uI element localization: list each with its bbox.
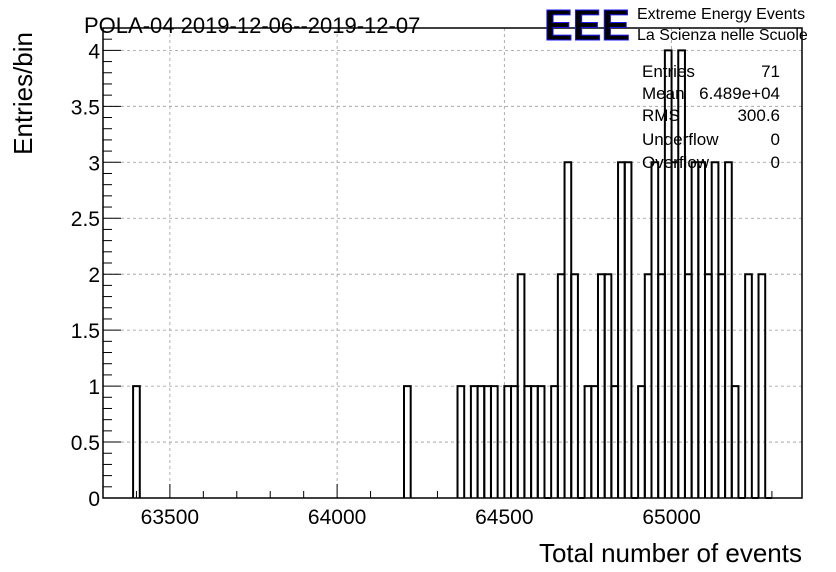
- x-tick-label: 65000: [642, 506, 700, 529]
- y-tick-label: 2: [88, 264, 100, 287]
- plot-frame: [102, 27, 803, 499]
- stats-overflow-label: Overflow: [642, 153, 710, 172]
- histogram-bin: [536, 385, 546, 498]
- x-tick-label: 63500: [141, 506, 199, 529]
- y-tick-label: 1.5: [71, 320, 100, 343]
- y-tick-label: 1: [88, 376, 100, 399]
- y-tick-label: 3: [88, 152, 100, 175]
- chart-title: POLA-04 2019-12-06--2019-12-07: [84, 13, 420, 38]
- y-tick-label: 0: [88, 488, 100, 511]
- histogram-bin: [730, 385, 740, 498]
- eee-logo-line2: La Scienza nelle Scuole: [637, 27, 808, 44]
- x-tick-label: 64500: [475, 506, 533, 529]
- histogram: [132, 49, 772, 499]
- x-tick-label: 64000: [308, 506, 366, 529]
- histogram-bin: [570, 273, 579, 498]
- stats-underflow-label: Underflow: [642, 130, 719, 149]
- stats-entries-value: 71: [761, 62, 780, 81]
- histogram-bin: [132, 385, 141, 498]
- tick-labels: 63500 64000 64500 65000 0 0.5 1 1.5 2 2.5 3 3.5 4: [71, 40, 701, 529]
- stats-entries-label: Entries: [642, 62, 695, 81]
- histogram-bin: [757, 273, 767, 498]
- y-tick-label: 2.5: [71, 208, 100, 231]
- eee-logo: EEE Extreme Energy Events La Scienza nel…: [544, 1, 808, 51]
- y-tick-label: 3.5: [71, 96, 100, 119]
- stats-rms-label: RMS: [642, 106, 680, 125]
- y-tick-label: 0.5: [71, 432, 100, 455]
- histogram-bin: [724, 161, 733, 498]
- histogram-bin: [456, 385, 466, 498]
- stats-rms-value: 300.6: [737, 106, 780, 125]
- grid: [103, 28, 802, 498]
- eee-logo-line1: Extreme Energy Events: [637, 6, 805, 23]
- x-axis-label: Total number of events: [539, 538, 802, 568]
- y-axis-label: Entries/bin: [8, 32, 38, 155]
- eee-logo-mark: EEE: [544, 1, 630, 50]
- stats-overflow-value: 0: [771, 153, 780, 172]
- histogram-bin: [744, 273, 753, 498]
- y-tick-label: 4: [88, 40, 100, 63]
- stats-underflow-value: 0: [771, 130, 780, 149]
- stats-box: Entries 71 Mean 6.489e+04 RMS 300.6 Unde…: [642, 62, 780, 172]
- axis-ticks: [102, 27, 773, 499]
- stats-mean-label: Mean: [642, 84, 685, 103]
- histogram-bin: [403, 385, 412, 498]
- histogram-bin: [489, 385, 499, 498]
- histogram-bin: [623, 161, 633, 498]
- stats-mean-value: 6.489e+04: [699, 84, 780, 103]
